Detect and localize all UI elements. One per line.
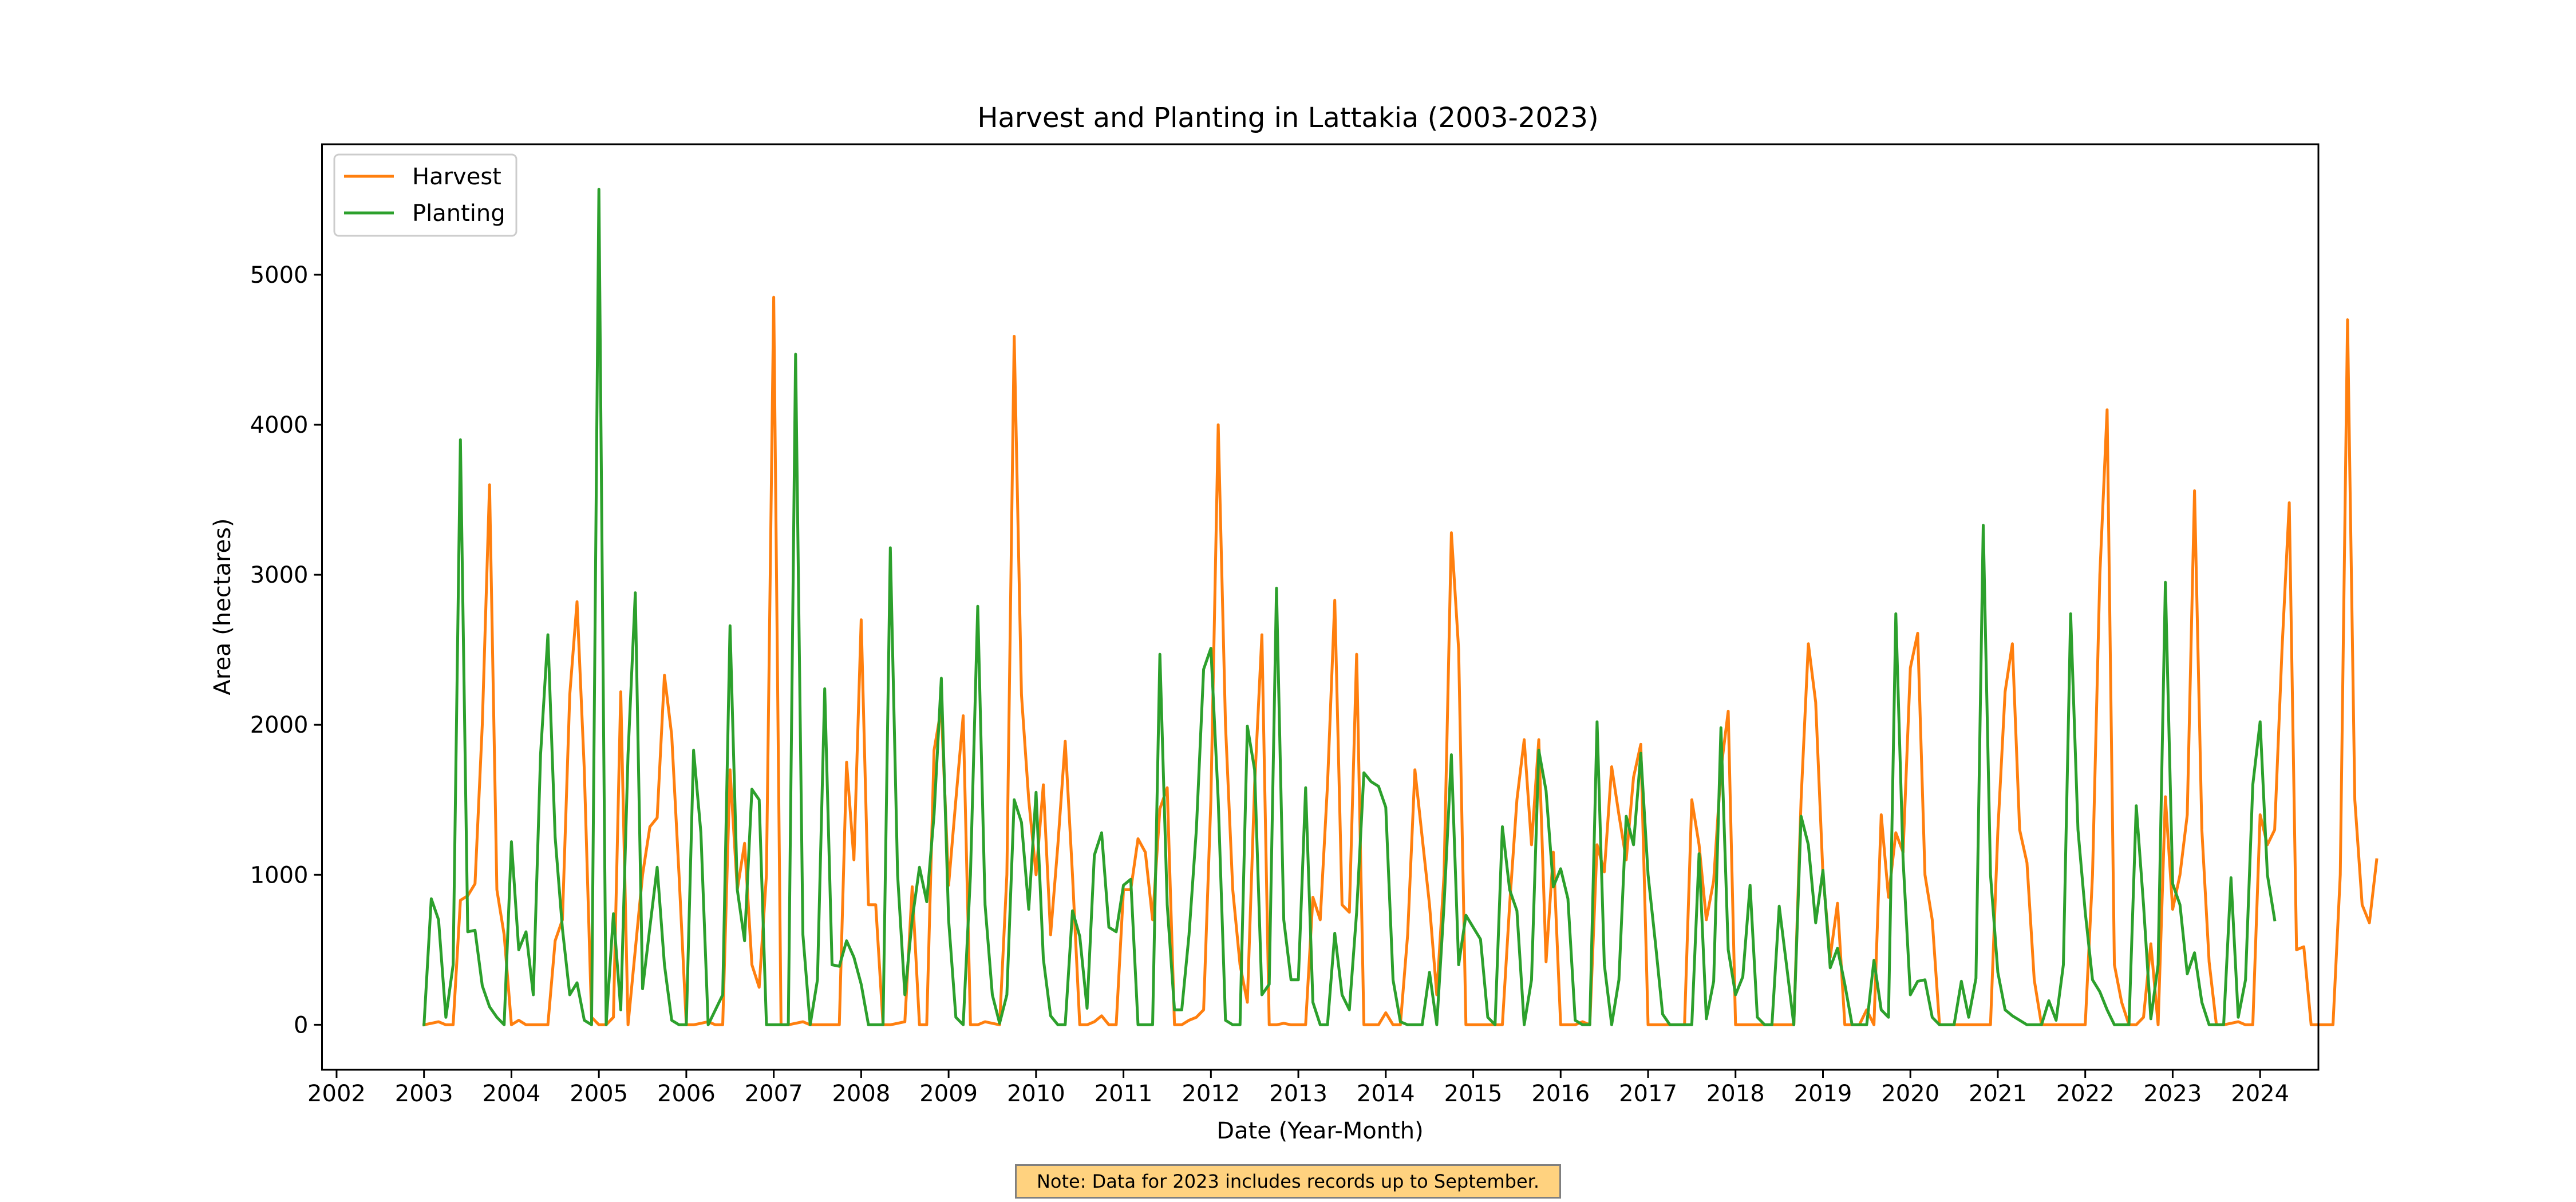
series-layer: [422, 188, 2379, 1027]
x-tick-label: 2012: [1182, 1081, 1240, 1107]
x-tick-label: 2017: [1619, 1081, 1677, 1107]
x-tick-label: 2004: [483, 1081, 541, 1107]
legend-label-planting: Planting: [412, 200, 505, 227]
x-tick-label: 2015: [1444, 1081, 1503, 1107]
x-tick-label: 2024: [2231, 1081, 2289, 1107]
y-axis: 0 1000 2000 3000 4000 5000: [250, 262, 322, 1038]
y-tick-label: 2000: [250, 712, 309, 738]
x-tick-label: 2021: [1969, 1081, 2027, 1107]
y-tick-label: 0: [294, 1012, 308, 1038]
plot-area-frame: [321, 143, 2320, 1071]
legend-label-harvest: Harvest: [412, 164, 501, 190]
chart-title: Harvest and Planting in Lattakia (2003-2…: [977, 102, 1598, 134]
legend: Harvest Planting: [333, 153, 517, 237]
x-tick-label: 2005: [570, 1081, 628, 1107]
x-tick-label: 2022: [2056, 1081, 2115, 1107]
x-tick-label: 2023: [2144, 1081, 2202, 1107]
y-tick-label: 5000: [250, 262, 309, 288]
y-tick-label: 4000: [250, 412, 309, 438]
y-axis-label: Area (hectares): [210, 518, 236, 695]
y-tick-label: 1000: [250, 862, 309, 888]
series-line-planting: [422, 188, 2277, 1027]
x-tick-label: 2007: [745, 1081, 803, 1107]
x-tick-label: 2013: [1269, 1081, 1327, 1107]
series-line-harvest: [422, 295, 2379, 1027]
x-axis: 2002 2003 2004 2005 2006 2007 2008 2009 2010 2011…: [307, 1070, 2289, 1107]
x-tick-label: 2010: [1007, 1081, 1065, 1107]
x-tick-label: 2008: [832, 1081, 890, 1107]
x-tick-label: 2003: [395, 1081, 453, 1107]
x-tick-label: 2018: [1706, 1081, 1765, 1107]
x-tick-label: 2002: [307, 1081, 366, 1107]
x-axis-label: Date (Year-Month): [1216, 1118, 1423, 1144]
data-note: Note: Data for 2023 includes records up …: [1015, 1164, 1561, 1199]
x-tick-label: 2020: [1881, 1081, 1939, 1107]
x-tick-label: 2016: [1531, 1081, 1590, 1107]
x-tick-label: 2006: [657, 1081, 716, 1107]
x-tick-label: 2009: [919, 1081, 978, 1107]
x-tick-label: 2019: [1794, 1081, 1852, 1107]
x-tick-label: 2014: [1357, 1081, 1415, 1107]
x-tick-label: 2011: [1095, 1081, 1153, 1107]
y-tick-label: 3000: [250, 562, 309, 588]
